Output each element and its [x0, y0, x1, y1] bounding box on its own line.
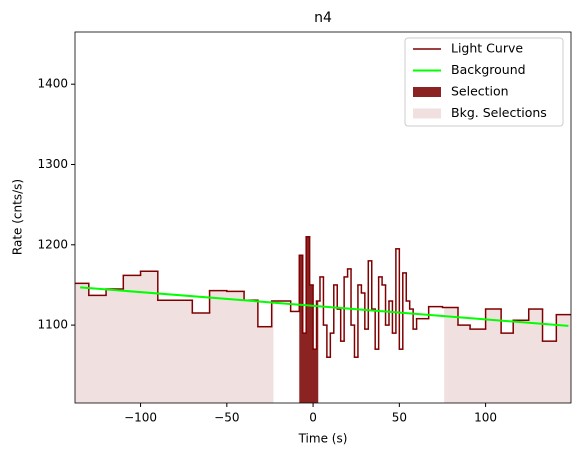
x-tick-label: 100 — [474, 411, 497, 425]
y-tick-label: 1100 — [37, 318, 68, 332]
y-axis-label: Rate (cnts/s) — [11, 179, 25, 255]
legend: Light Curve Background Selection Bkg. Selec… — [404, 37, 564, 127]
x-tick-label: −100 — [124, 411, 157, 425]
legend-swatch — [413, 108, 441, 119]
legend-box — [404, 37, 564, 127]
legend-label: Light Curve — [451, 41, 523, 56]
bkg-selection — [75, 271, 274, 403]
legend-swatch — [413, 87, 441, 97]
background-line — [80, 286, 569, 327]
legend-label: Bkg. Selections — [451, 105, 547, 120]
y-tick-label: 1400 — [37, 77, 68, 91]
x-axis-label: Time (s) — [298, 432, 348, 446]
bkg-selection — [444, 307, 571, 403]
x-tick-label: 50 — [392, 411, 407, 425]
y-tick-label: 1300 — [37, 157, 68, 171]
plot-frame — [74, 31, 572, 404]
legend-label: Selection — [451, 84, 509, 99]
y-tick-label: 1200 — [37, 237, 68, 251]
selection — [299, 236, 319, 403]
legend-label: Background — [451, 62, 526, 77]
plot-area — [75, 236, 571, 403]
x-tick-label: −50 — [214, 411, 239, 425]
chart-title: n4 — [314, 10, 332, 26]
x-tick-label: 0 — [309, 411, 317, 425]
